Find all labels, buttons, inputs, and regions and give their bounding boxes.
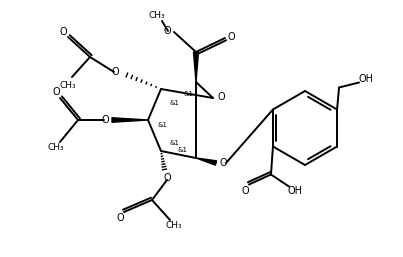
Text: O: O xyxy=(163,26,171,36)
Text: &1: &1 xyxy=(170,140,180,146)
Text: O: O xyxy=(219,158,227,168)
Text: OH: OH xyxy=(287,186,303,196)
Text: &1: &1 xyxy=(183,91,193,97)
Polygon shape xyxy=(196,158,216,165)
Text: O: O xyxy=(116,213,124,223)
Text: O: O xyxy=(217,92,225,102)
Text: O: O xyxy=(101,115,109,125)
Text: &1: &1 xyxy=(177,147,187,153)
Text: &1: &1 xyxy=(157,122,167,128)
Text: O: O xyxy=(227,32,235,42)
Text: O: O xyxy=(52,87,60,97)
Text: &1: &1 xyxy=(170,100,180,106)
Text: CH₃: CH₃ xyxy=(149,12,165,21)
Text: CH₃: CH₃ xyxy=(48,143,64,152)
Text: O: O xyxy=(59,27,67,37)
Text: CH₃: CH₃ xyxy=(60,80,76,89)
Polygon shape xyxy=(112,118,148,122)
Text: O: O xyxy=(241,186,249,196)
Text: O: O xyxy=(111,67,119,77)
Text: CH₃: CH₃ xyxy=(166,222,182,231)
Text: O: O xyxy=(163,173,171,183)
Polygon shape xyxy=(193,52,199,82)
Text: OH: OH xyxy=(359,75,374,85)
